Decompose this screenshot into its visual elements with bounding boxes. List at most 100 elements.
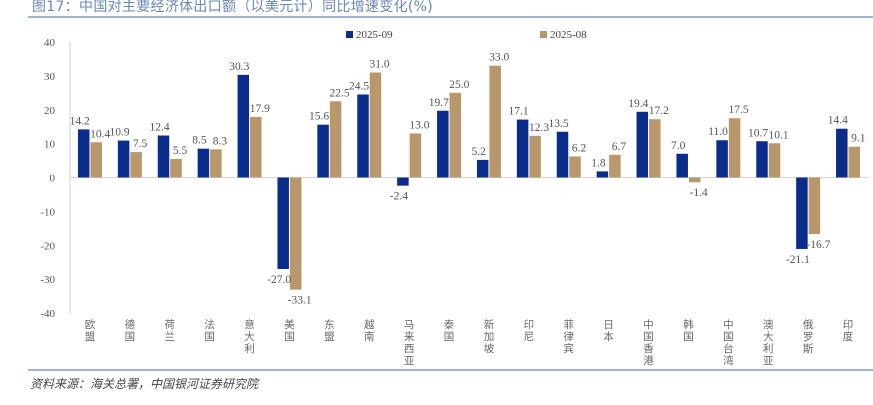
data-label: 19.4 — [628, 98, 648, 110]
bar-series2 — [449, 92, 462, 178]
bar-series2 — [289, 177, 302, 290]
category-label: 马来西亚 — [404, 319, 415, 367]
category-label: 印度 — [843, 319, 854, 343]
bar-series2 — [768, 143, 781, 178]
legend-swatch-1 — [346, 31, 353, 38]
data-label: 10.9 — [110, 127, 130, 139]
category-label: 美国 — [284, 318, 295, 343]
bar-series1 — [277, 177, 289, 269]
y-tick-label: -20 — [40, 240, 55, 252]
y-tick-label: 10 — [44, 139, 56, 151]
data-label: 13.0 — [409, 119, 429, 131]
data-label: 19.7 — [429, 97, 449, 109]
category-label: 欧盟 — [85, 319, 96, 343]
bar-series1 — [317, 124, 329, 178]
bar-series1 — [77, 129, 90, 178]
bar-series1 — [516, 119, 529, 178]
chart-title: 图17：中国对主要经济体出口额（以美元计）同比增速变化(%) — [32, 0, 434, 15]
category-label: 菲律宾 — [564, 319, 575, 355]
data-label: 7.0 — [671, 140, 686, 152]
data-label: 25.0 — [449, 79, 469, 91]
data-label: 6.2 — [572, 142, 587, 154]
data-label: 17.1 — [509, 106, 529, 118]
legend-label-1: 2025-09 — [356, 29, 393, 41]
data-label: 1.8 — [591, 157, 606, 169]
legend-label-2: 2025-08 — [550, 29, 587, 41]
data-label: 5.2 — [472, 146, 487, 158]
data-label: 8.5 — [192, 135, 207, 147]
bar-series2 — [210, 149, 222, 178]
data-label: 10.7 — [748, 127, 768, 139]
bar-series1 — [556, 131, 569, 178]
bar-series1 — [437, 110, 449, 178]
bar-series1 — [676, 153, 688, 178]
data-labels: 14.210.4 10.97.512.4 5.5 8.5 8.3 30.3 17.9 -27.… — [70, 52, 866, 307]
data-label: 22.5 — [330, 87, 350, 99]
bottom-rule — [28, 369, 873, 371]
top-rule — [28, 16, 873, 18]
source-note: 资料来源：海关总署，中国银河证券研究院 — [30, 377, 259, 391]
bar-series2 — [170, 158, 182, 178]
category-label: 荷兰 — [165, 319, 176, 343]
data-label: 9.1 — [851, 133, 866, 145]
bar-series2 — [409, 133, 422, 178]
bar-series1 — [397, 177, 409, 186]
data-label: -27.0 — [267, 274, 291, 286]
bar-series2 — [90, 142, 102, 178]
bars — [77, 65, 861, 290]
bar-series1 — [636, 111, 649, 178]
bar-series1 — [197, 148, 210, 178]
category-label: 印尼 — [524, 319, 535, 343]
data-label: 7.5 — [133, 138, 148, 150]
data-label: 12.3 — [529, 122, 549, 134]
data-label: -21.1 — [786, 254, 810, 266]
category-label: 德国 — [125, 318, 136, 343]
legend-swatch-2 — [540, 31, 547, 38]
data-label: 10.4 — [90, 128, 110, 140]
bar-series2 — [688, 177, 701, 183]
y-tick-label: 40 — [44, 37, 56, 49]
bar-series2 — [649, 119, 661, 178]
bar-series1 — [237, 74, 250, 178]
data-label: 14.4 — [828, 115, 848, 127]
category-label: 日本 — [603, 319, 614, 343]
bar-series2 — [808, 177, 821, 235]
category-label: 越南 — [364, 318, 375, 343]
data-label: -2.4 — [390, 191, 408, 203]
bar-series1 — [756, 141, 768, 178]
bar-series1 — [357, 94, 369, 178]
bar-series1 — [476, 159, 489, 178]
data-label: 30.3 — [229, 61, 249, 73]
data-label: 17.5 — [729, 104, 749, 116]
category-label: 泰国 — [444, 318, 455, 343]
category-label: 东盟 — [324, 318, 335, 343]
bar-series1 — [117, 140, 130, 178]
bar-series1 — [157, 135, 170, 178]
y-tick-label: 0 — [50, 173, 56, 185]
data-label: 31.0 — [369, 58, 389, 70]
data-label: 33.0 — [489, 52, 509, 64]
data-label: 8.3 — [213, 135, 228, 147]
category-label: 中国台湾 — [723, 318, 734, 367]
category-label: 法国 — [204, 318, 215, 343]
bar-series2 — [569, 156, 581, 178]
bar-series2 — [489, 65, 501, 178]
y-tick-label: 20 — [44, 105, 56, 117]
bar-series2 — [130, 152, 142, 178]
category-label: 俄罗斯 — [803, 319, 814, 355]
data-label: 15.6 — [309, 111, 329, 123]
data-label: 13.5 — [548, 118, 568, 130]
bar-series2 — [250, 116, 262, 178]
data-label: 17.2 — [649, 105, 669, 117]
data-label: -16.7 — [806, 239, 830, 251]
bar-series2 — [329, 101, 342, 178]
category-labels: 欧盟 德国 荷兰 法国 意大利 美国 东盟 越南 马来西亚 泰国 新加坡 印尼 菲律宾 日本 中国香港 韩国 中… — [85, 318, 854, 367]
bar-series1 — [716, 140, 728, 178]
bar-series2 — [609, 154, 621, 178]
bar-series1 — [836, 128, 848, 178]
data-label: 10.1 — [768, 129, 788, 141]
category-label: 意大利 — [244, 318, 255, 355]
category-label: 中国香港 — [643, 318, 654, 367]
legend: 2025-09 2025-08 — [346, 29, 587, 41]
